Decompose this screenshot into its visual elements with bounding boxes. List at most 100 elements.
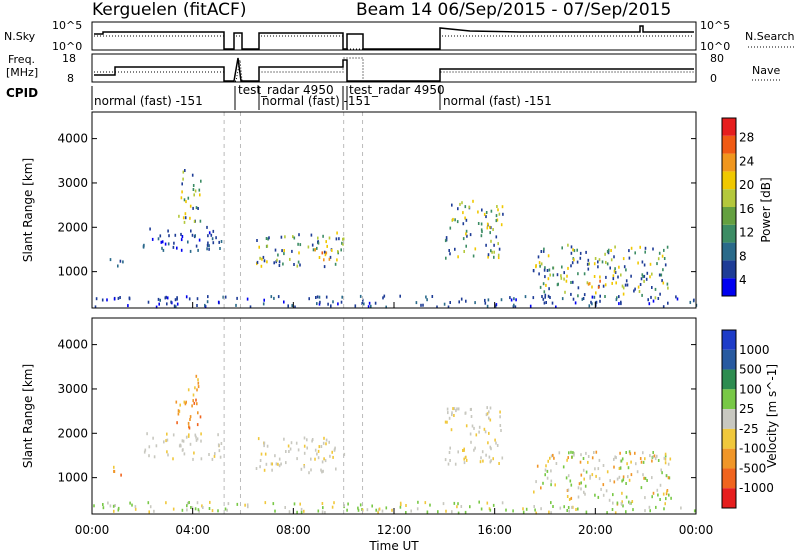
scatter-cell [550, 511, 552, 515]
scatter-cell [425, 295, 427, 299]
scatter-cell [196, 297, 199, 301]
scatter-cell [117, 296, 120, 300]
scatter-cell [659, 483, 662, 487]
scatter-cell [632, 508, 634, 512]
scatter-cell [102, 503, 104, 506]
scatter-cell [332, 455, 334, 459]
scatter-cell [204, 303, 206, 307]
scatter-cell [597, 285, 600, 289]
y-tick-label: 1000 [57, 265, 88, 279]
scatter-cell [488, 410, 490, 414]
scatter-cell [172, 457, 174, 461]
scatter-cell [382, 296, 384, 300]
scatter-cell [165, 439, 167, 443]
scatter-cell [211, 457, 214, 461]
scatter-cell [548, 268, 551, 272]
scatter-cell [619, 451, 621, 455]
scatter-cell [644, 457, 646, 461]
scatter-cell [457, 207, 459, 211]
scatter-cell [291, 304, 293, 308]
scatter-cell [478, 500, 480, 504]
scatter-cell [333, 448, 336, 452]
scatter-cell [146, 432, 148, 436]
scatter-cell [535, 264, 537, 268]
scatter-cell [650, 295, 652, 299]
scatter-cell [625, 482, 627, 485]
scatter-cell [195, 244, 198, 248]
scatter-cell [492, 228, 494, 231]
scatter-cell [192, 188, 195, 191]
scatter-cell [595, 300, 598, 304]
scatter-cell [262, 302, 265, 306]
scatter-cell [322, 469, 324, 473]
scatter-cell [577, 486, 580, 490]
scatter-cell [122, 260, 124, 264]
scatter-cell [316, 295, 319, 299]
scatter-cell [298, 251, 300, 255]
scatter-cell [501, 501, 504, 505]
velocity-cbar-tick: -1000 [739, 481, 774, 495]
scatter-cell [643, 274, 646, 278]
scatter-cell [187, 196, 190, 200]
scatter-cell [541, 295, 543, 298]
scatter-cell [262, 255, 265, 259]
nsearch-label: N.Search [745, 30, 795, 43]
scatter-cell [159, 234, 162, 238]
scatter-cell [658, 251, 661, 255]
scatter-cell [320, 445, 323, 448]
scatter-cell [664, 452, 667, 456]
velocity-cbar-tick: 500 [739, 363, 762, 377]
scatter-cell [594, 493, 596, 497]
scatter-cell [445, 509, 447, 513]
scatter-cell [343, 452, 346, 456]
scatter-cell [590, 300, 592, 304]
scatter-cell [331, 450, 333, 454]
scatter-cell [585, 510, 588, 514]
scatter-cell [184, 402, 187, 406]
scatter-cell [214, 452, 216, 456]
scatter-cell [178, 214, 180, 218]
scatter-cell [217, 443, 220, 447]
scatter-cell [513, 303, 515, 307]
scatter-cell [293, 236, 296, 240]
scatter-cell [654, 287, 657, 291]
scatter-cell [489, 460, 492, 464]
cpid-seg-2: test_radar 4950 [238, 83, 334, 97]
scatter-cell [568, 509, 570, 513]
scatter-cell [561, 297, 564, 301]
scatter-cell [197, 381, 200, 385]
scatter-cell [172, 433, 175, 437]
colorbar-swatch [722, 189, 736, 207]
scatter-cell [567, 506, 570, 509]
scatter-cell [481, 230, 483, 234]
scatter-cell [181, 190, 183, 194]
scatter-cell [609, 479, 611, 483]
scatter-cell [539, 285, 542, 289]
scatter-cell [648, 302, 651, 306]
scatter-cell [524, 295, 527, 299]
scatter-cell [312, 248, 315, 252]
scatter-cell [197, 508, 200, 512]
scatter-cell [580, 453, 582, 457]
scatter-cell [667, 476, 670, 480]
scatter-cell [211, 237, 214, 241]
scatter-cell [162, 248, 165, 252]
scatter-cell [275, 462, 278, 466]
scatter-cell [283, 437, 285, 441]
scatter-cell [586, 262, 589, 266]
scatter-cell [184, 212, 187, 216]
scatter-cell [615, 281, 617, 285]
velocity-cbar-tick: 25 [739, 402, 754, 416]
scatter-cell [522, 507, 524, 511]
scatter-cell [490, 209, 493, 213]
scatter-cell [663, 507, 665, 511]
scatter-cell [497, 253, 500, 257]
scatter-cell [602, 493, 605, 497]
scatter-cell [555, 462, 558, 465]
scatter-cell [624, 283, 627, 287]
scatter-cell [311, 243, 314, 247]
scatter-cell [614, 455, 616, 459]
scatter-cell [464, 205, 467, 209]
scatter-cell [566, 489, 569, 492]
scatter-cell [582, 457, 585, 460]
